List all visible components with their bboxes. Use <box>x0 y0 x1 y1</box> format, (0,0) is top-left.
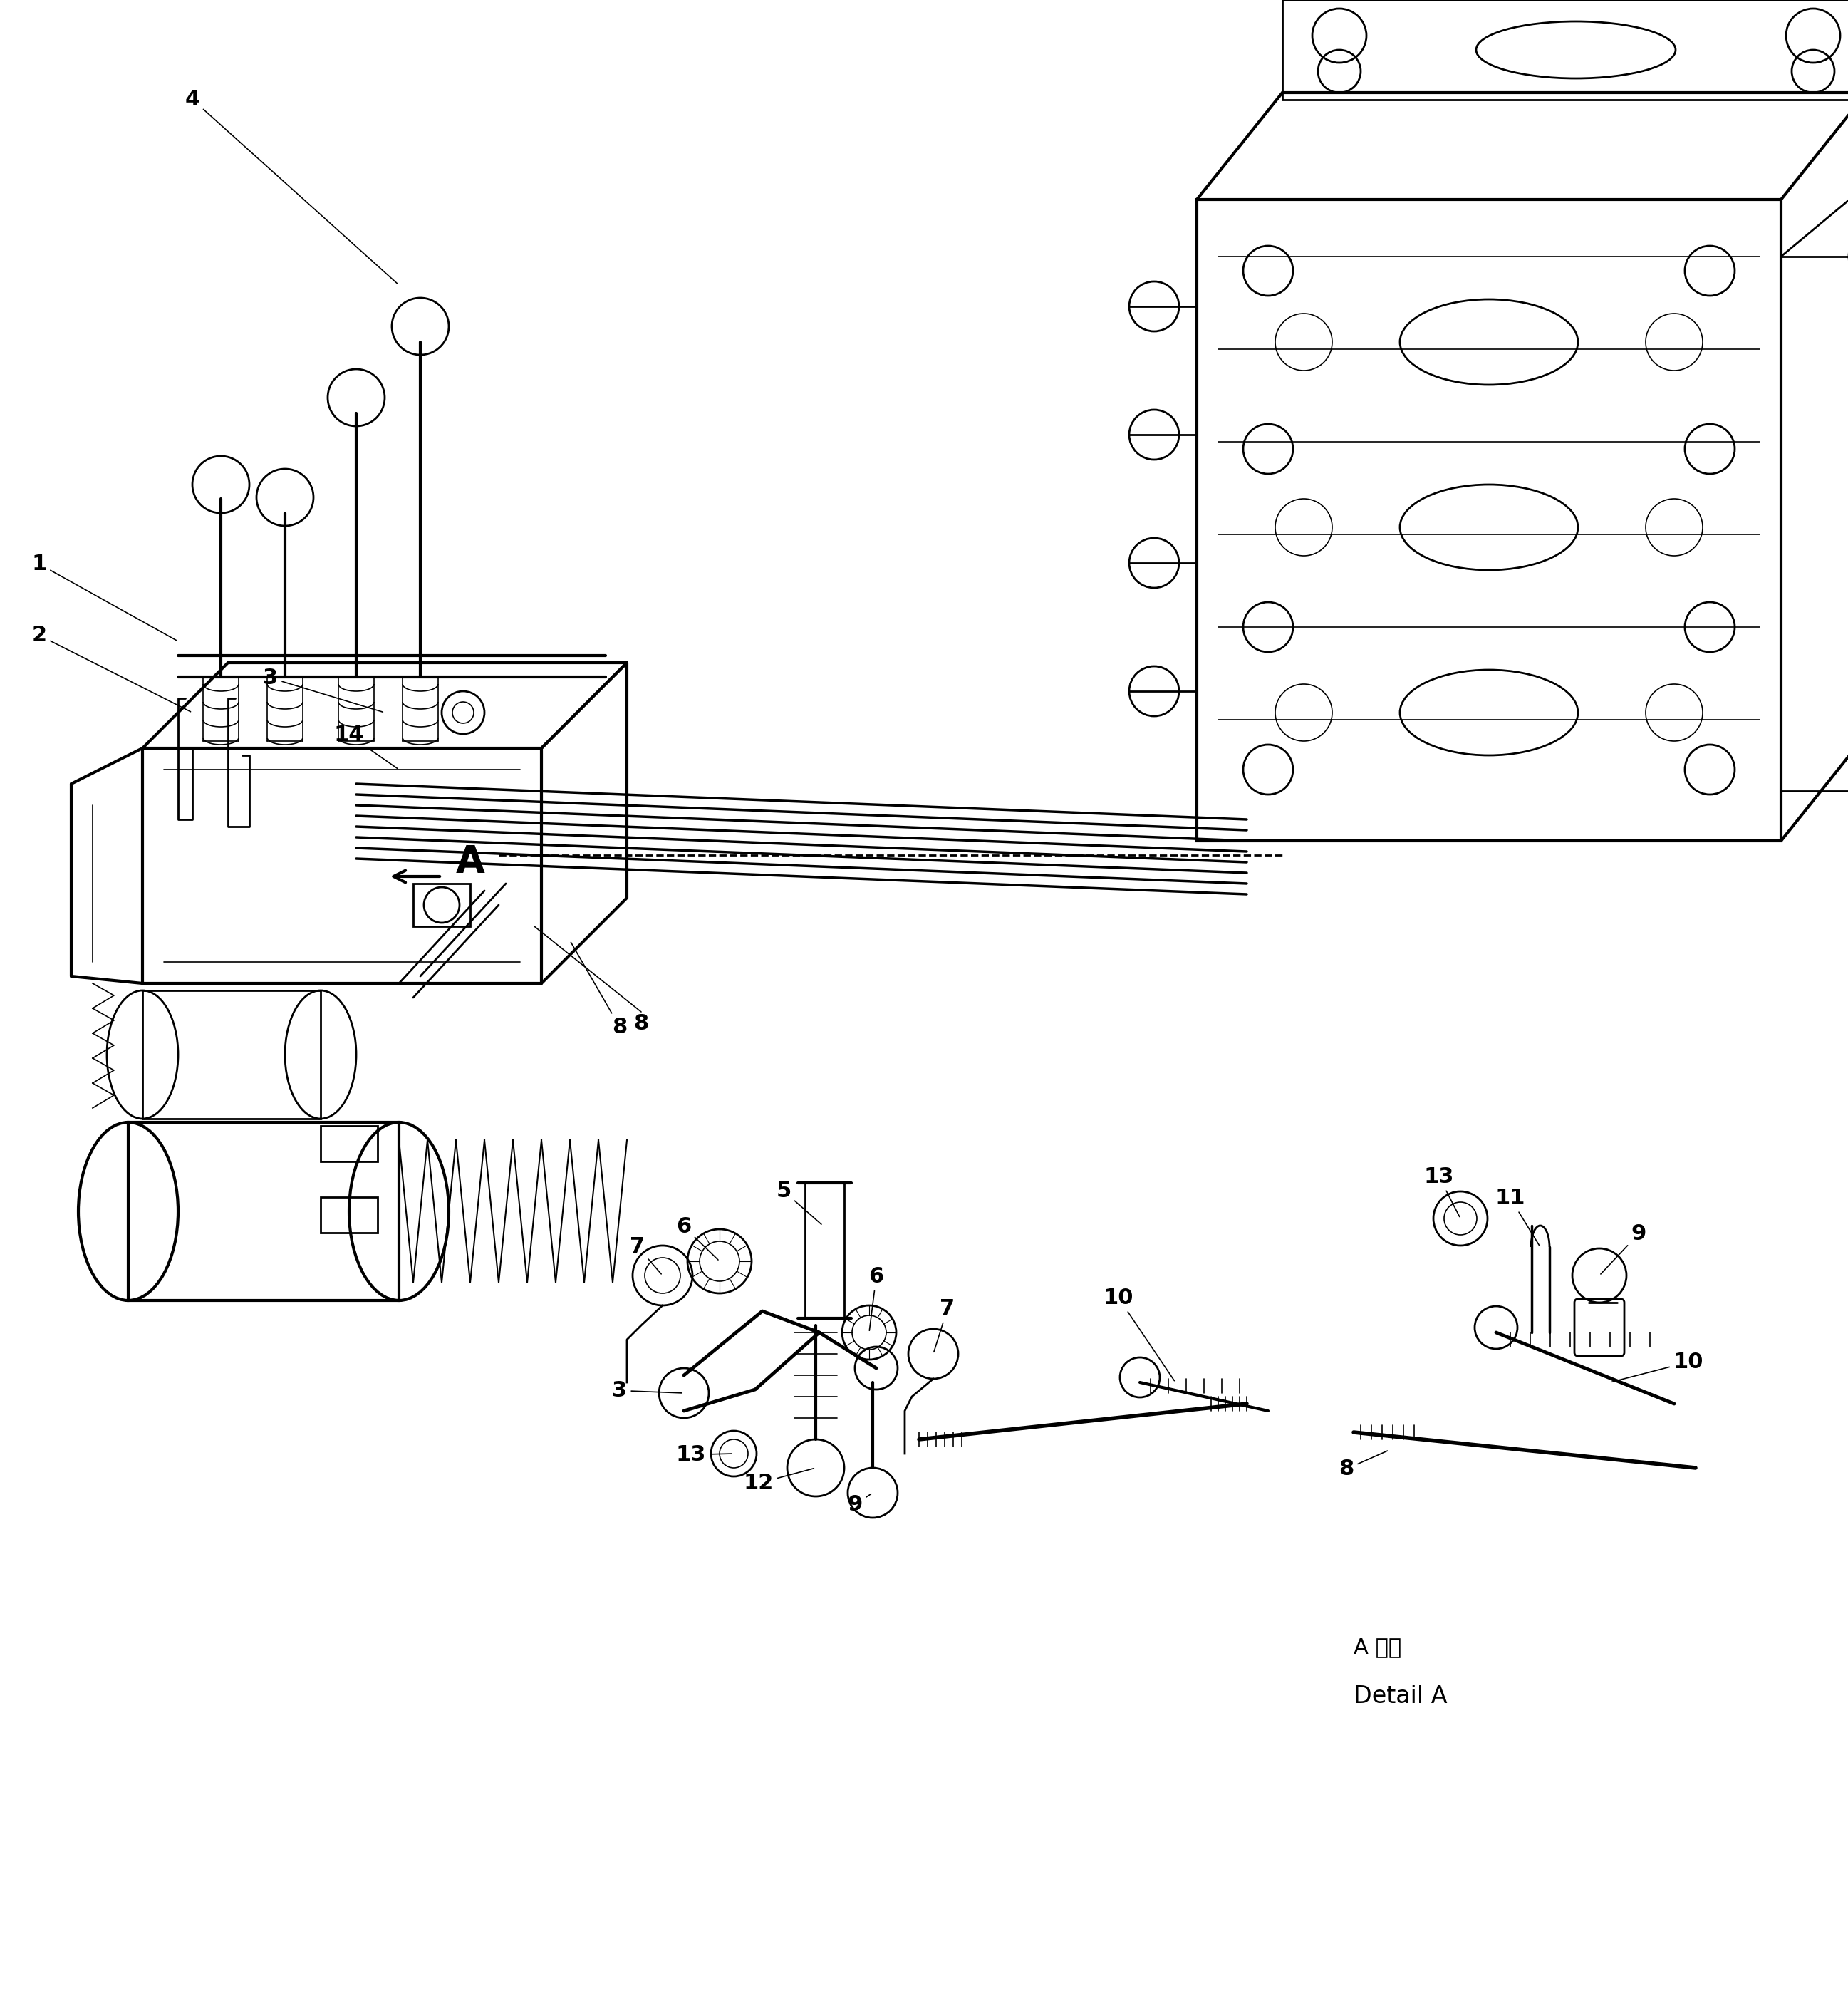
Text: 14: 14 <box>334 725 397 769</box>
Text: 7: 7 <box>630 1236 662 1274</box>
Bar <box>806 1184 845 1319</box>
Text: 11: 11 <box>1495 1188 1539 1246</box>
FancyBboxPatch shape <box>1574 1298 1624 1357</box>
Text: A: A <box>456 843 484 882</box>
Text: 5: 5 <box>776 1182 821 1224</box>
Bar <box>128 1123 399 1300</box>
Text: 7: 7 <box>933 1298 955 1353</box>
Text: 6: 6 <box>676 1216 719 1260</box>
Text: 12: 12 <box>743 1467 813 1494</box>
Text: 3: 3 <box>612 1381 682 1401</box>
Text: 2: 2 <box>31 624 190 713</box>
Bar <box>1781 256 1848 791</box>
Text: A 詳細: A 詳細 <box>1353 1637 1401 1657</box>
Text: 10: 10 <box>1611 1353 1704 1381</box>
Text: 8: 8 <box>1340 1451 1388 1480</box>
Text: 13: 13 <box>1425 1166 1460 1216</box>
Text: 8: 8 <box>571 942 626 1037</box>
Text: 8: 8 <box>634 1013 649 1035</box>
Bar <box>320 1125 377 1162</box>
Bar <box>414 884 469 926</box>
Bar <box>142 990 320 1119</box>
Text: 1: 1 <box>31 554 176 640</box>
Text: Detail A: Detail A <box>1353 1685 1447 1707</box>
Text: 10: 10 <box>1103 1288 1173 1381</box>
Bar <box>320 1198 377 1232</box>
Bar <box>1283 0 1848 101</box>
Text: 13: 13 <box>676 1445 732 1465</box>
Text: 6: 6 <box>869 1266 883 1331</box>
Text: 3: 3 <box>262 668 383 713</box>
Text: 9: 9 <box>1600 1224 1647 1274</box>
Text: 4: 4 <box>185 89 397 284</box>
Bar <box>1198 199 1781 841</box>
Text: 9: 9 <box>846 1494 870 1516</box>
